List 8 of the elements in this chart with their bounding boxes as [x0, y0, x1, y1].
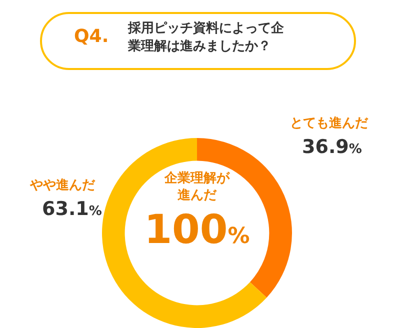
chart-title: 採用ピッチ資料によって企業理解は進みましたか？ [128, 20, 285, 56]
text: 企業理解が進んだ [163, 170, 231, 204]
text: 100% [143, 207, 251, 255]
slice-label: とても進んだ [290, 115, 368, 132]
text: Q4. [74, 26, 109, 47]
data-label: 63.1% [41, 198, 102, 220]
data-label: 36.9% [301, 136, 363, 158]
slice-label: やや進んだ [30, 177, 96, 194]
